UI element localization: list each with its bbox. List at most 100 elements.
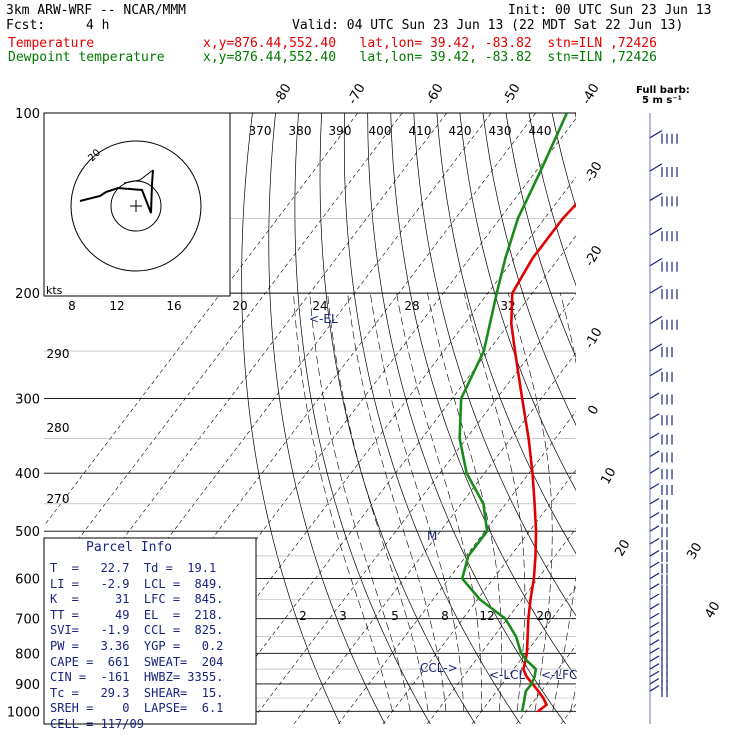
wind-barb-staff <box>649 163 663 172</box>
lfc-label: <-LFC <box>541 668 577 682</box>
moist-adiabat-line <box>309 293 411 712</box>
theta-tick-label: 380 <box>289 124 312 138</box>
dewpoint-point <box>486 530 488 533</box>
wind-barbs <box>649 113 678 724</box>
pressure-tick-label: 1000 <box>7 705 40 720</box>
dry-adiabat-line <box>390 113 576 678</box>
dewpoint-point <box>515 635 517 638</box>
ccl-label: CCL-> <box>420 661 458 675</box>
dewpoint-legend-info: x,y=876.44,552.40 lat,lon= 39.42, -83.82… <box>203 50 657 65</box>
dry-adiabat-line <box>436 113 576 555</box>
isotherm-tick-label: -20 <box>582 243 606 269</box>
mixing-ratio-tick-label: 20 <box>232 299 247 313</box>
wind-barb-staff <box>649 192 663 201</box>
parcel-info-row: K = 31 LFC = 845. <box>50 592 224 607</box>
dewpoint-point <box>517 217 519 220</box>
temperature-point <box>607 170 609 172</box>
wind-barb-staff <box>649 603 660 610</box>
hodograph-kts-label: kts <box>46 284 63 297</box>
parcel-info-row: SVI= -1.9 CCL = 825. <box>50 623 224 638</box>
wind-barb-staff <box>649 621 660 629</box>
wind-barb-staff <box>649 593 660 600</box>
dewpoint-point <box>504 257 507 260</box>
dewpoint-point <box>465 472 468 475</box>
el-label: <-EL <box>309 312 338 326</box>
dry-adiabat-line <box>367 113 566 724</box>
wind-barb-staff <box>649 630 660 638</box>
dewpoint-point <box>533 675 536 678</box>
forecast-label: Fcst: <box>6 18 46 33</box>
dewpoint-point <box>495 292 498 294</box>
parcel-info-row: PW = 3.36 YGP = 0.2 <box>50 639 224 653</box>
moist-adiabat-line <box>570 686 576 712</box>
pressure-tick-label: 500 <box>15 525 40 540</box>
wind-barb-staff <box>649 583 660 590</box>
temperature-point <box>537 710 539 713</box>
theta-tick-label: 370 <box>249 124 272 138</box>
pressure-tick-label: 200 <box>15 287 40 302</box>
parcel-info-title: Parcel Info <box>86 540 173 555</box>
moist-adiabat-line <box>327 293 429 712</box>
wind-barb-staff <box>649 432 660 440</box>
dry-adiabat-line <box>343 113 521 724</box>
mixing-ratio-low-tick-label: 12 <box>479 609 494 623</box>
wind-barb-staff <box>649 663 660 670</box>
dry-adiabat-line <box>736 113 740 724</box>
dry-adiabat-line <box>667 113 740 724</box>
isotherm-tick-label: -80 <box>271 81 295 107</box>
parcel-info-row: TT = 49 EL = 218. <box>50 607 224 622</box>
dewpoint-point <box>539 170 542 172</box>
isotherm-line <box>160 176 576 724</box>
isotherm-line <box>249 293 576 724</box>
dry-adiabat-line <box>551 113 576 208</box>
theta-tick-label: 410 <box>409 124 432 138</box>
theta-tick-label: 430 <box>489 124 512 138</box>
dewpoint-point <box>461 577 464 580</box>
moist-adiabat-line <box>552 293 576 712</box>
pressure-tick-label: 900 <box>15 678 40 693</box>
dewpoint-point <box>504 617 507 620</box>
dry-adiabat-line <box>713 113 740 724</box>
pressure-tick-label: 100 <box>15 107 40 122</box>
dewpoint-point <box>525 690 527 692</box>
pressure-tick-label: 800 <box>15 647 40 662</box>
theta-tick-label: 440 <box>529 124 552 138</box>
init-time: Init: 00 UTC Sun 23 Jun 13 <box>508 3 712 18</box>
isotherm-line <box>338 410 576 724</box>
temperature-point <box>537 690 540 692</box>
isotherm-line <box>204 235 576 724</box>
parcel-info-row: CELL = 117/09 <box>50 717 144 731</box>
temperature-legend-label: Temperature <box>8 36 95 51</box>
wind-barb-staff <box>649 572 660 580</box>
temperature-point <box>535 530 537 533</box>
wind-barb-staff <box>649 368 663 377</box>
isotherm-tick-label: -30 <box>582 159 606 185</box>
full-barb-label: Full barb: <box>636 85 690 96</box>
mixing-ratio-low-tick-label: 5 <box>391 609 399 623</box>
isotherm-tick-label: -60 <box>423 81 447 107</box>
mixing-ratio-low-tick-label: 8 <box>441 609 449 623</box>
parcel-info-row: CIN = -161 HWBZ= 3355. <box>50 670 224 685</box>
hodograph-trace <box>123 169 154 184</box>
wind-barb-staff <box>649 413 660 420</box>
dewpoint-point <box>460 397 462 400</box>
temperature-point <box>529 598 532 601</box>
wind-barb-staff <box>649 647 660 654</box>
temperature-point <box>545 703 548 706</box>
wind-barb-staff <box>649 497 660 505</box>
temperature-point <box>511 292 514 294</box>
isotherm-tick-label: -70 <box>345 81 369 107</box>
isotherm-line <box>650 113 740 724</box>
mixing-ratio-low-tick-label: 3 <box>339 609 347 623</box>
wind-barb-staff <box>649 670 660 678</box>
temperature-point <box>521 397 523 400</box>
wind-barb-staff <box>649 343 663 352</box>
wind-barb-staff <box>649 258 663 267</box>
forecast-value: 4 h <box>86 18 110 33</box>
moist-adiabat-line <box>427 293 502 712</box>
wind-barb-staff <box>649 678 660 685</box>
mixing-ratio-tick-label: 16 <box>166 299 181 313</box>
hodograph-ring <box>70 140 202 272</box>
temperature-point <box>534 555 537 557</box>
